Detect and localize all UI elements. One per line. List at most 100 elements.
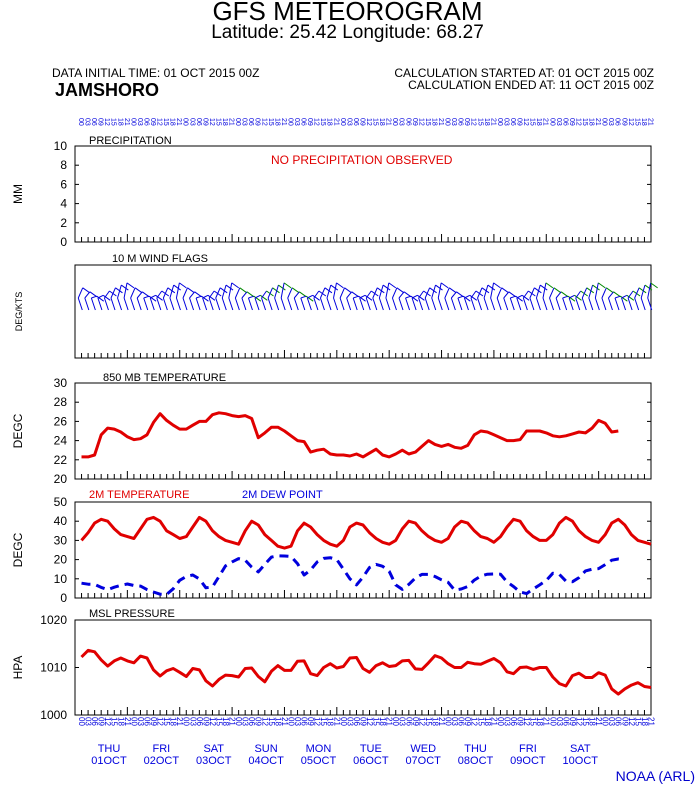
wind-barb-tail	[247, 297, 253, 311]
no-precip-annotation: NO PRECIPITATION OBSERVED	[271, 153, 453, 167]
y-tick-label: 0	[60, 235, 67, 249]
top-hour-label: 03	[607, 118, 614, 126]
y-tick-label: 4	[60, 197, 67, 211]
bottom-hour-label: 21	[594, 717, 603, 726]
wind-barb	[411, 294, 418, 299]
wind-barb-flag	[336, 282, 344, 289]
bottom-hour-label: 00	[548, 717, 557, 726]
wind-barb	[162, 287, 169, 299]
day-of-week-label: FRI	[152, 743, 170, 755]
temp850-title: 850 MB TEMPERATURE	[103, 372, 226, 384]
bottom-hour-label: 21	[280, 717, 289, 726]
wind-barb-tail	[221, 297, 227, 311]
y-tick-label: 10	[54, 572, 68, 586]
top-hour-label: 00	[391, 118, 398, 126]
wind-barb	[568, 294, 575, 299]
top-hour-label: 12	[103, 118, 110, 126]
top-hour-label: 12	[260, 118, 267, 126]
wind-barb	[359, 294, 366, 299]
wind-barb-tail	[385, 297, 391, 311]
bottom-hour-label: 09	[149, 717, 158, 726]
coordinates-subtitle: Latitude: 25.42 Longitude: 68.27	[211, 22, 484, 43]
wind-barb	[189, 291, 196, 299]
wind-barb	[562, 295, 569, 299]
wind-barb-tail	[195, 297, 201, 311]
wind-barb-flag	[344, 287, 352, 294]
wind-barb-flag	[376, 287, 385, 294]
wind-barb	[117, 284, 122, 299]
wind-barb-flag	[553, 287, 562, 294]
top-hour-label: 18	[273, 118, 280, 126]
legend-2m-temperature: 2M TEMPERATURE	[89, 489, 189, 501]
top-hour-label: 06	[90, 118, 97, 126]
bottom-hour-label: 09	[516, 717, 525, 726]
wind-barb-tail	[117, 297, 123, 311]
wind-barb-tail	[503, 297, 509, 311]
bottom-hour-label: 00	[601, 717, 610, 726]
wind-barb	[510, 295, 516, 299]
wind-barb-tail	[319, 297, 325, 311]
wind-barb	[84, 291, 91, 299]
bottom-hour-label: 12	[313, 717, 322, 726]
wind-barb-tail	[457, 297, 463, 311]
wind-barb-flag	[501, 287, 509, 294]
wind-barb-flag	[278, 284, 286, 291]
wind-barb-tail	[267, 297, 273, 311]
wind-barb-flag	[410, 295, 419, 302]
top-hour-label: 03	[502, 118, 509, 126]
top-hour-label: 06	[561, 118, 568, 126]
wind-barb-tail	[391, 297, 397, 311]
top-hour-label: 00	[77, 118, 84, 126]
legend-2m-dew-point: 2M DEW POINT	[242, 489, 323, 501]
wind-barb	[378, 284, 384, 299]
wind-barb-flag	[312, 294, 320, 301]
wind-barb-tail	[339, 297, 345, 311]
wind-barb-flag	[440, 282, 449, 289]
bottom-hour-label: 00	[444, 717, 453, 726]
wind-barb-tail	[483, 297, 489, 311]
wind-barb	[444, 287, 450, 299]
date-label: 03OCT	[196, 755, 232, 767]
y-tick-label: 40	[54, 514, 68, 528]
wind-barb-tail	[77, 297, 83, 311]
wind-barb	[267, 287, 274, 299]
wind-barb-flag	[539, 284, 548, 291]
wind-barb-flag	[382, 284, 391, 291]
bottom-hour-label: 06	[457, 717, 466, 726]
wind-barb-flag	[417, 294, 425, 301]
wind-barb	[490, 282, 495, 299]
top-hour-label: 18	[116, 118, 123, 126]
wind-barb-tail	[130, 297, 136, 311]
wind-barb-tail	[162, 297, 168, 311]
day-of-week-label: SUN	[254, 743, 277, 755]
top-hour-label: 15	[214, 118, 221, 126]
date-label: 01OCT	[91, 755, 127, 767]
wind-barb-tail	[634, 297, 640, 311]
top-hour-label: 03	[293, 118, 300, 126]
wind-barb-tail	[97, 297, 103, 311]
bottom-hour-label: 21	[175, 717, 184, 726]
wind-barb	[542, 282, 547, 299]
wind-barb-flag	[207, 294, 216, 301]
wind-barb-tail	[84, 297, 90, 311]
top-hour-label: 18	[640, 118, 647, 126]
bottom-hour-label: 03	[293, 717, 302, 726]
wind-barb-tail	[359, 297, 365, 311]
calculation-ended: CALCULATION ENDED AT: 11 OCT 2015 00Z	[408, 78, 654, 92]
wind-barb-tail	[411, 297, 417, 311]
bottom-hour-label: 00	[129, 717, 138, 726]
wind-barb	[594, 282, 599, 299]
day-of-week-label: THU	[98, 743, 121, 755]
panel-frame-2	[74, 382, 652, 480]
wind-barb-tail	[228, 297, 234, 311]
top-hour-label: 21	[542, 118, 549, 126]
top-hour-label: 00	[444, 118, 451, 126]
top-hour-label: 00	[496, 118, 503, 126]
y-tick-label: 50	[54, 495, 68, 509]
bottom-hour-label: 15	[267, 717, 276, 726]
wind-barb-flag	[89, 291, 98, 298]
top-hour-label: 21	[280, 118, 287, 126]
top-hour-label: 15	[319, 118, 326, 126]
top-hour-label: 00	[286, 118, 293, 126]
